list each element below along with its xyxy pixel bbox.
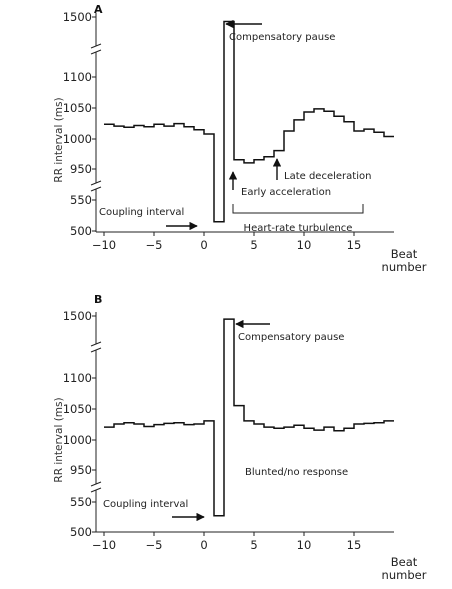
panel-b-rr-trace — [104, 318, 394, 517]
panel-b-x-tick-label-0: 0 — [200, 538, 207, 552]
panel-a-ticks: 500 550 950 1000 1050 1100 1500 −10 −5 0 5 10 15 — [63, 10, 362, 252]
panel-a-rr-step-line — [104, 20, 394, 223]
panel-a-axis-break-mark-1-b — [90, 49, 102, 55]
panel-a-x-tick-label--10: −10 — [92, 238, 116, 252]
panel-b-x-axis-label-word1: Beat number — [382, 555, 427, 582]
panel-a-y-tick-label-1000: 1000 — [63, 132, 92, 146]
panel-a-x-tick-label-10: 10 — [297, 238, 312, 252]
panel-a-y-tick-label-1100: 1100 — [63, 70, 92, 84]
panel-a-axis-break-mark-1-a — [90, 43, 102, 49]
panel-b-y-tick-label-950: 950 — [70, 463, 92, 477]
panel-b-axis-break-gap-1 — [91, 344, 101, 350]
panel-a-early-acceleration-label: Early acceleration — [241, 187, 331, 198]
panel-b-axis-break-gap-0 — [91, 484, 101, 490]
panel-a-axis-break-mark-0-b — [90, 186, 102, 192]
panel-b-ticks: 500 550 950 1000 1050 1100 1500 −10 −5 0 5 10 15 — [63, 309, 362, 552]
panel-b-label: B — [94, 293, 102, 306]
panel-a-late-deceleration-label: Late deceleration — [284, 171, 371, 182]
panel-a-axis-break-gap-0 — [91, 183, 101, 189]
panel-a-y-axis-label: RR interval (ms) — [53, 97, 65, 182]
panel-b-y-tick-label-1050: 1050 — [63, 402, 92, 416]
panel-a-x-tick-label-15: 15 — [347, 238, 362, 252]
panel-b-y-tick-label-1100: 1100 — [63, 371, 92, 385]
panel-a-coupling-interval-label: Coupling interval — [99, 207, 184, 218]
panel-b-axis-break-mark-0-b — [90, 487, 102, 493]
panel-a: A RR interval (ms) 500550950100010501100… — [53, 3, 427, 274]
panel-a-turbulence-bracket — [232, 204, 364, 214]
panel-a-x-axis-label-word1: Beat number — [382, 247, 427, 274]
panel-a-rr-trace — [104, 20, 394, 223]
panel-b: B RR interval (ms) 500550950100010501100… — [53, 293, 427, 582]
panel-b-compensatory-pause-label: Compensatory pause — [238, 332, 344, 343]
panel-a-label: A — [94, 3, 103, 16]
panel-b-axes — [90, 312, 394, 533]
panel-a-axes — [90, 13, 394, 233]
panel-a-y-tick-label-1500: 1500 — [63, 10, 92, 24]
panel-a-y-tick-label-500: 500 — [70, 224, 92, 238]
panel-b-y-tick-label-550: 550 — [70, 495, 92, 509]
panel-a-x-tick-label-5: 5 — [250, 238, 257, 252]
panel-b-rr-step-line — [104, 318, 394, 517]
panel-a-y-tick-label-550: 550 — [70, 193, 92, 207]
panel-a-axis-break-gap-1 — [91, 46, 101, 52]
panel-b-axis-break-mark-0-a — [90, 481, 102, 487]
panel-b-axis-break-mark-1-b — [90, 347, 102, 353]
panel-b-x-tick-label--10: −10 — [92, 538, 116, 552]
panel-b-x-tick-label--5: −5 — [146, 538, 163, 552]
panel-a-heart-rate-turbulence-label: Heart-rate turbulence — [244, 223, 353, 234]
panel-b-y-tick-label-1500: 1500 — [63, 309, 92, 323]
panel-b-y-axis-label: RR interval (ms) — [53, 397, 65, 482]
panel-b-y-tick-label-1000: 1000 — [63, 433, 92, 447]
panel-a-y-tick-label-1050: 1050 — [63, 101, 92, 115]
panel-a-y-tick-label-950: 950 — [70, 162, 92, 176]
panel-b-x-tick-label-5: 5 — [250, 538, 257, 552]
panel-a-axis-break-mark-0-a — [90, 180, 102, 186]
panel-b-x-tick-label-15: 15 — [347, 538, 362, 552]
panel-a-x-tick-label-0: 0 — [200, 238, 207, 252]
panel-b-y-tick-label-500: 500 — [70, 525, 92, 539]
panel-a-x-tick-label--5: −5 — [146, 238, 163, 252]
panel-b-axis-break-mark-1-a — [90, 341, 102, 347]
panel-b-x-tick-label-10: 10 — [297, 538, 312, 552]
panel-b-blunted-response-label: Blunted/no response — [245, 467, 348, 478]
panel-a-compensatory-pause-label: Compensatory pause — [229, 32, 335, 43]
panel-b-coupling-interval-label: Coupling interval — [103, 499, 188, 510]
